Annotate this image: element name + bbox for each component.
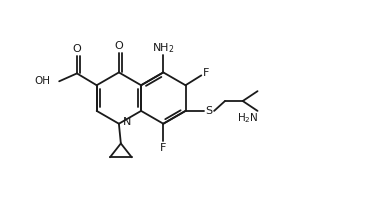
- Text: F: F: [160, 143, 167, 153]
- Text: NH$_2$: NH$_2$: [152, 41, 175, 55]
- Text: O: O: [73, 44, 81, 54]
- Text: O: O: [115, 41, 123, 51]
- Text: H$_2$N: H$_2$N: [237, 111, 258, 125]
- Text: F: F: [203, 68, 210, 78]
- Text: S: S: [206, 106, 213, 116]
- Text: N: N: [123, 117, 131, 127]
- Text: OH: OH: [34, 76, 50, 86]
